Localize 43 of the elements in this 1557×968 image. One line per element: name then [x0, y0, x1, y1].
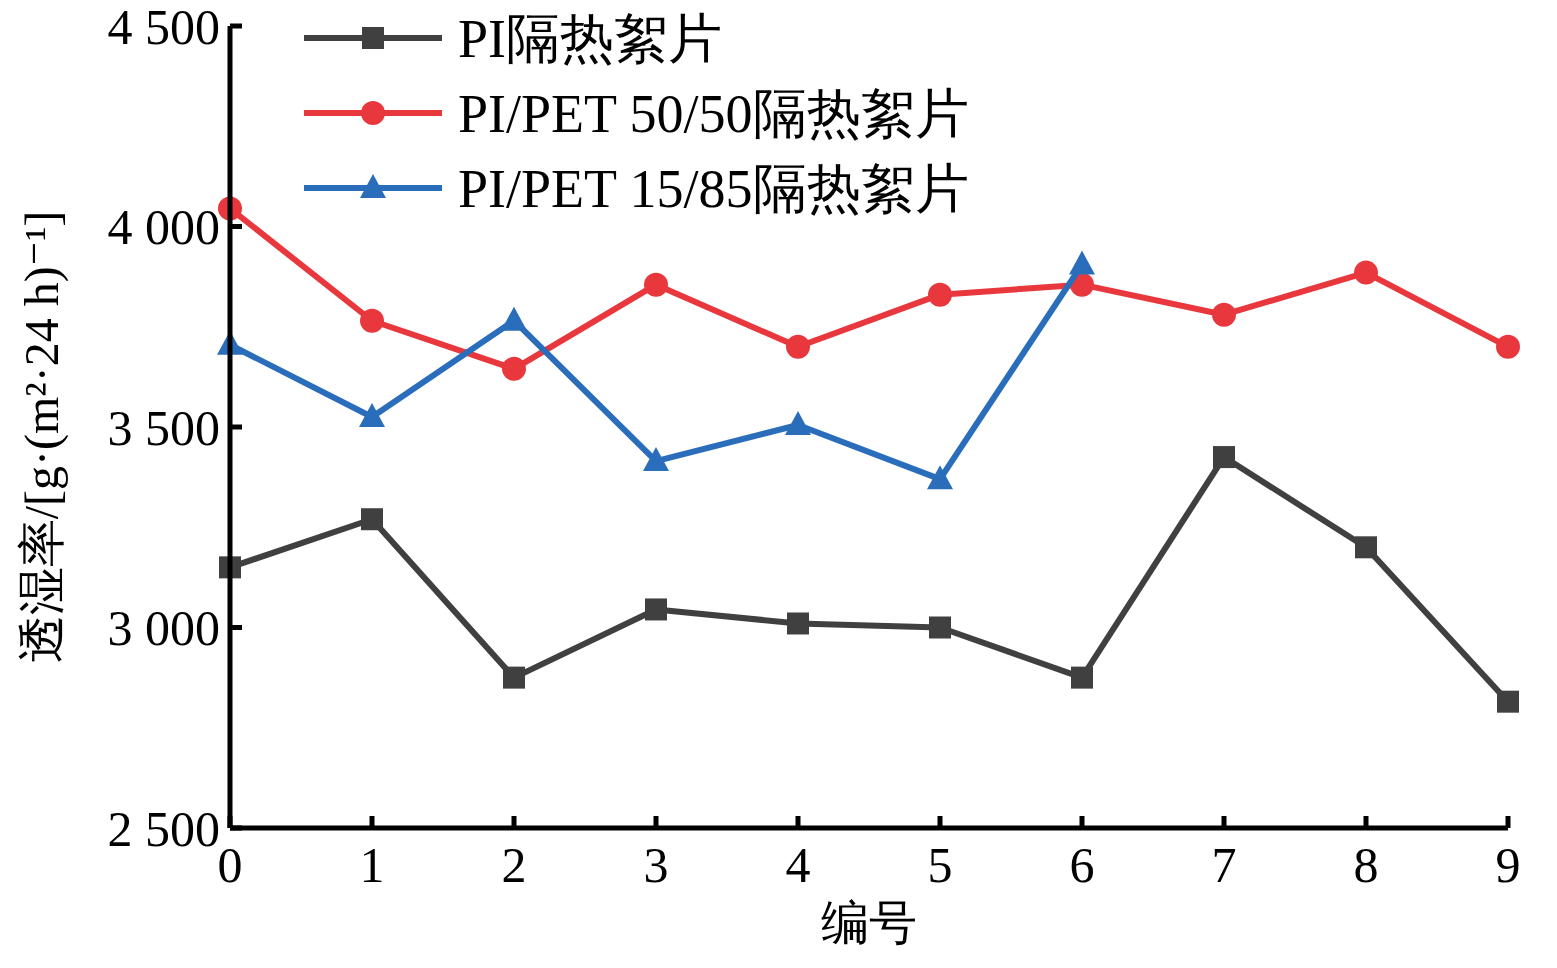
x-tick-label: 5	[927, 837, 953, 893]
y-tick-label: 3 500	[107, 399, 220, 456]
point	[929, 616, 951, 639]
point	[503, 666, 525, 689]
legend-label: PI隔热絮片	[458, 8, 723, 69]
x-tick-label: 6	[1069, 837, 1095, 893]
y-tick-label: 2 500	[107, 800, 220, 857]
point	[1497, 690, 1519, 713]
point	[785, 411, 811, 435]
y-axis-title: 透湿率/[g·(m²·24 h)⁻¹]	[15, 210, 69, 664]
point	[1213, 446, 1235, 469]
point	[1355, 536, 1377, 559]
point	[359, 402, 385, 427]
point	[501, 306, 527, 331]
point	[928, 282, 952, 307]
point	[361, 508, 383, 531]
x-tick-label: 2	[501, 837, 527, 893]
y-tick-label: 3 000	[107, 600, 220, 656]
x-tick-label: 8	[1353, 837, 1379, 893]
y-tick-label: 4 000	[107, 199, 220, 255]
point	[787, 612, 809, 635]
point	[786, 334, 810, 359]
y-tick-label: 4 500	[107, 0, 220, 55]
point	[360, 308, 384, 333]
point	[1071, 666, 1093, 689]
point	[643, 447, 669, 472]
x-tick-label: 4	[785, 837, 811, 893]
legend-label: PI/PET 50/50隔热絮片	[458, 83, 969, 144]
point	[1354, 260, 1378, 285]
point	[1212, 302, 1236, 327]
point	[1496, 334, 1520, 359]
x-tick-label: 9	[1495, 837, 1521, 893]
x-tick-label: 0	[217, 837, 243, 893]
point	[644, 272, 668, 297]
point	[1069, 250, 1095, 275]
x-axis-title: 编号	[821, 896, 917, 949]
x-tick-label: 3	[643, 837, 669, 893]
point	[927, 465, 953, 490]
legend-label: PI/PET 15/85隔热絮片	[458, 158, 969, 219]
point	[645, 598, 667, 621]
x-tick-label: 1	[359, 837, 385, 893]
point	[502, 356, 526, 381]
x-tick-label: 7	[1211, 837, 1237, 893]
